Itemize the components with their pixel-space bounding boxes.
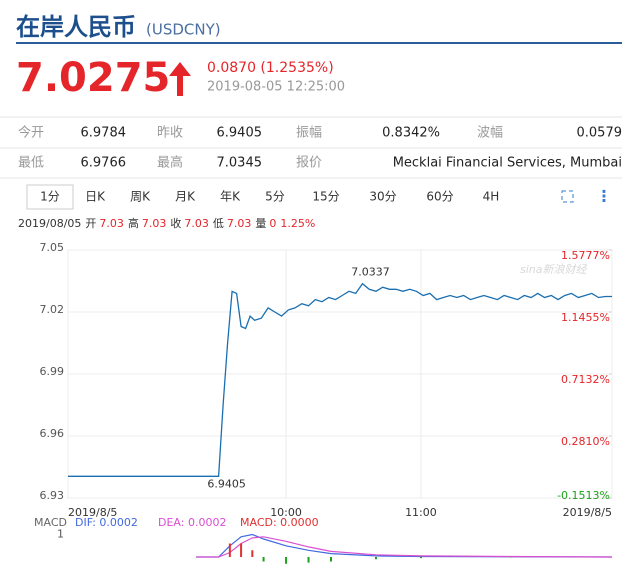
info-date: 2019/08/05 [18, 217, 81, 230]
y-tick-label: 7.05 [40, 241, 65, 254]
y-tick-label: 6.93 [40, 489, 65, 502]
info-value: 0 [269, 217, 276, 230]
tab[interactable]: 5分 [265, 190, 285, 204]
price-line [68, 282, 612, 477]
y2-tick-label: -0.1513% [557, 489, 610, 502]
change: 0.0870 (1.2535%) [207, 60, 334, 76]
stat-label: 今开 [18, 125, 44, 141]
info-line: 2019/08/05 开 7.03 高 7.03 收 7.03 低 7.03 量 0 1.25% [18, 216, 315, 230]
tab[interactable]: 30分 [369, 190, 396, 204]
macd-legend: MACD: 0.0000 [240, 516, 319, 529]
y-tick-label: 6.99 [40, 365, 65, 378]
macd-bar [419, 557, 422, 559]
stat-label: 昨收 [157, 126, 183, 141]
macd-bar [307, 557, 310, 563]
x-tick-label: 2019/8/5 [68, 506, 117, 519]
macd-bar [262, 557, 265, 562]
tab[interactable]: 月K [175, 190, 196, 204]
macd-bar [285, 557, 288, 564]
y2-tick-label: 0.7132% [561, 373, 610, 386]
up-arrow [169, 62, 191, 96]
tab-selected-box [26, 184, 74, 210]
stat-label: 振幅 [296, 126, 322, 141]
stat-value: 7.0345 [217, 156, 263, 171]
info-value: 7.03 [227, 217, 252, 230]
macd-bar [228, 543, 231, 557]
stat-label: 波幅 [477, 126, 503, 141]
info-label: 开 [85, 217, 96, 230]
x-tick-label: 2019/8/5 [563, 506, 612, 519]
macd-bar [251, 550, 254, 557]
macd-line [196, 536, 613, 558]
tab[interactable]: 日K [85, 190, 106, 204]
stat-value: 6.9405 [217, 126, 263, 141]
info-label: 收 [170, 216, 181, 230]
price: 7.0275 [16, 55, 170, 101]
fullscreen-icon[interactable] [561, 190, 574, 203]
stat-value: 6.9766 [81, 156, 127, 171]
symbol: (USDCNY) [146, 21, 221, 39]
annotation: 6.9405 [207, 477, 246, 490]
tab[interactable]: 15分 [312, 190, 339, 204]
info-value: 7.03 [184, 217, 209, 230]
watermark: sina新浪财经 [520, 263, 587, 276]
x-tick-label: 11:00 [405, 506, 437, 519]
annotation: 7.0337 [351, 266, 390, 279]
x-tick-label: 10:00 [270, 506, 302, 519]
stat-value: 0.8342% [382, 126, 440, 141]
macd-bar [240, 543, 243, 557]
stat-label: 报价 [296, 156, 322, 171]
info-value: 7.03 [99, 217, 124, 230]
macd-bar [374, 557, 377, 560]
info-label: 高 [128, 216, 139, 230]
stat-value: 0.0579 [577, 126, 623, 141]
stat-label: 最低 [18, 156, 44, 171]
tab[interactable]: 1分 [40, 190, 60, 204]
tab[interactable]: 60分 [426, 190, 453, 204]
stat-value: Mecklai Financial Services, Mumbai [393, 156, 622, 171]
y2-tick-label: 0.2810% [561, 435, 610, 448]
info-value: 7.03 [142, 217, 167, 230]
macd-bar [330, 557, 333, 562]
quote-time: 2019-08-05 12:25:00 [207, 80, 345, 95]
tab[interactable]: 4H [483, 190, 500, 204]
tab[interactable]: 周K [130, 190, 151, 204]
title: 在岸人民币 [16, 13, 136, 41]
stat-value: 6.9784 [81, 126, 127, 141]
info-label: 量 [255, 217, 266, 230]
y-tick-label: 7.02 [40, 303, 65, 316]
tab[interactable]: 年K [220, 190, 241, 204]
info-label: 低 [213, 217, 224, 230]
info-change: 1.25% [280, 217, 315, 230]
y2-tick-label: 1.1455% [561, 311, 610, 324]
y2-tick-label: 1.5777% [561, 249, 610, 262]
macd-legend: DIF: 0.0002 [75, 516, 138, 529]
macd-legend: DEA: 0.0002 [158, 516, 226, 529]
stat-label: 最高 [157, 155, 183, 171]
menu-icon[interactable]: ⋮ [596, 187, 612, 206]
macd-title: MACD [34, 516, 67, 529]
y-tick-label: 6.96 [40, 427, 65, 440]
macd-tick-label: 1 [57, 528, 64, 541]
